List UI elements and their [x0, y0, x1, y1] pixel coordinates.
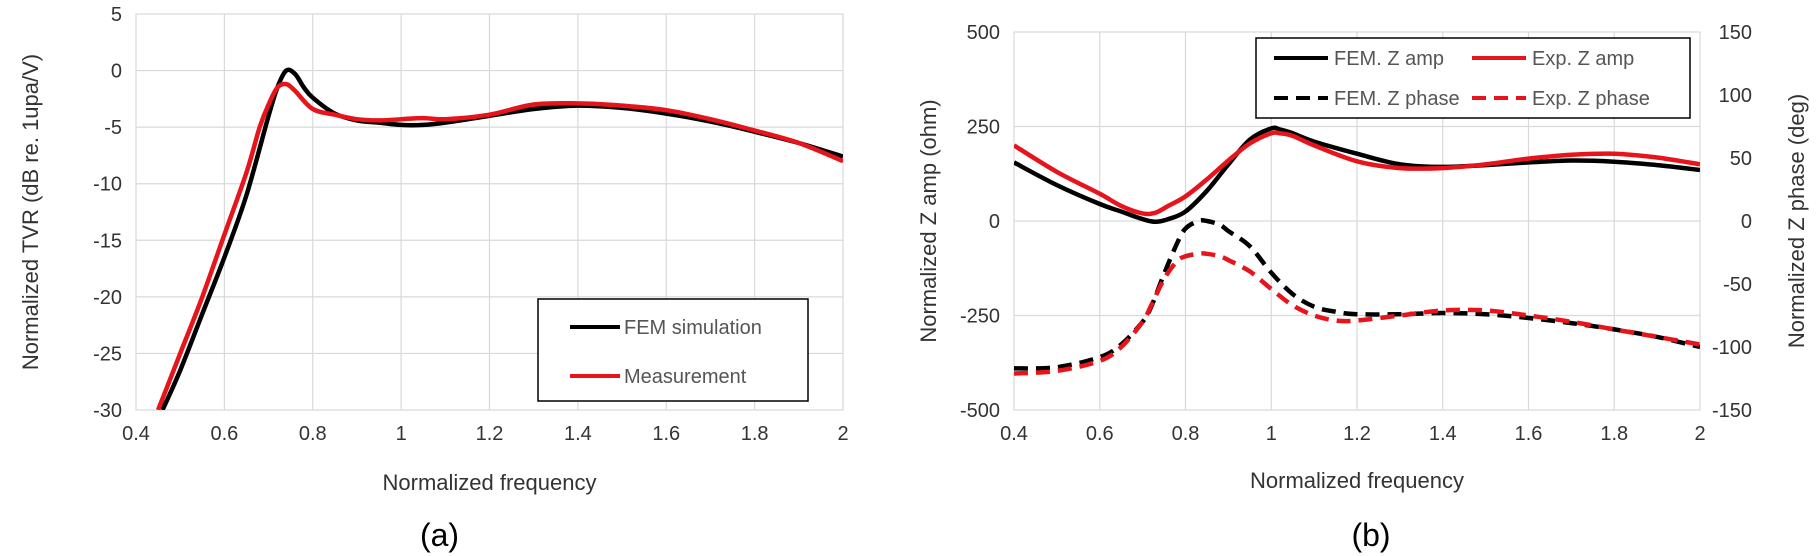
chart-b-y2-axis-label: Normalized Z phase (deg) — [1784, 94, 1809, 348]
a-x-tick-label: 1.2 — [476, 423, 504, 445]
b-y2-tick-label: 150 — [1719, 22, 1752, 44]
b-y-tick-label: 250 — [967, 117, 1000, 139]
a-y-tick-label: -15 — [93, 230, 122, 252]
chart-b-legend-label-fem-z-amp: FEM. Z amp — [1334, 48, 1444, 70]
a-series-line-measurement — [156, 81, 843, 410]
chart-a-legend: FEM simulation Measurement — [537, 298, 809, 402]
chart-b-y-axis-label: Normalized Z amp (ohm) — [916, 99, 941, 342]
b-series-line-exp-z-amp — [1014, 130, 1700, 217]
b-y2-tick-label: 100 — [1719, 85, 1752, 107]
a-x-tick-label: 1.6 — [652, 423, 680, 445]
chart-b-legend-box — [1255, 37, 1691, 119]
b-y2-tick-label: -100 — [1712, 337, 1752, 359]
chart-b-y-ticks: 500 250 0 -250 -500 — [960, 22, 1000, 422]
chart-a-panel-label: (a) — [420, 517, 459, 553]
b-x-tick-label: 0.8 — [1172, 423, 1200, 445]
a-x-tick-label: 1.8 — [741, 423, 769, 445]
a-x-tick-label: 1.4 — [564, 423, 592, 445]
a-y-tick-label: -10 — [93, 174, 122, 196]
b-y-tick-label: -250 — [960, 306, 1000, 328]
b-y-tick-label: 0 — [989, 211, 1000, 233]
a-y-tick-label: 5 — [111, 4, 122, 26]
chart-a-legend-label-measurement: Measurement — [624, 366, 747, 388]
chart-a-legend-box — [537, 298, 809, 402]
a-x-tick-label: 2 — [837, 423, 848, 445]
b-series-line-exp-z-phase — [1014, 251, 1700, 376]
a-x-tick-label: 0.4 — [122, 423, 150, 445]
chart-a-plot-frame — [135, 13, 844, 411]
b-x-tick-label: 0.6 — [1086, 423, 1114, 445]
chart-a-x-axis-label: Normalized frequency — [383, 470, 597, 495]
chart-b-plot-frame — [1013, 31, 1701, 411]
a-x-tick-label: 0.6 — [210, 423, 238, 445]
b-x-tick-label: 0.4 — [1000, 423, 1028, 445]
chart-a-x-ticks: 0.4 0.6 0.8 1 1.2 1.4 1.6 1.8 2 — [122, 423, 848, 445]
b-y2-tick-label: -50 — [1723, 274, 1752, 296]
chart-b-legend-label-fem-z-phase: FEM. Z phase — [1334, 88, 1460, 110]
b-series-line-fem-z-phase — [1014, 218, 1700, 371]
a-y-tick-label: -25 — [93, 343, 122, 365]
a-y-tick-label: -20 — [93, 287, 122, 309]
chart-b-y2-ticks: 150 100 50 0 -50 -100 -150 — [1712, 22, 1752, 422]
b-x-tick-label: 1.8 — [1600, 423, 1628, 445]
b-x-tick-label: 1 — [1266, 423, 1277, 445]
b-x-tick-label: 1.4 — [1429, 423, 1457, 445]
chart-a: 0.4 0.6 0.8 1 1.2 1.4 1.6 1.8 2 5 0 -5 -10 -15 -20 -25… — [18, 4, 849, 553]
chart-b-legend: FEM. Z amp Exp. Z amp FEM. Z phase Exp. … — [1255, 37, 1691, 119]
chart-b-series — [1014, 125, 1700, 376]
b-y2-tick-label: 0 — [1741, 211, 1752, 233]
chart-b-x-axis-label: Normalized frequency — [1250, 468, 1464, 493]
chart-a-y-ticks: 5 0 -5 -10 -15 -20 -25 -30 — [93, 4, 122, 422]
chart-b-panel-label: (b) — [1351, 517, 1390, 553]
chart-a-legend-label-fem: FEM simulation — [624, 317, 762, 339]
b-series-line-fem-z-amp — [1014, 125, 1700, 225]
a-y-tick-label: -5 — [104, 117, 122, 139]
a-y-tick-label: -30 — [93, 400, 122, 422]
chart-b: 0.4 0.6 0.8 1 1.2 1.4 1.6 1.8 2 5002500-250-500 … — [916, 22, 1809, 553]
chart-b-legend-label-exp-z-phase: Exp. Z phase — [1532, 88, 1650, 110]
chart-b-legend-label-exp-z-amp: Exp. Z amp — [1532, 48, 1634, 70]
b-y-tick-label: 500 — [967, 22, 1000, 44]
a-x-tick-label: 0.8 — [299, 423, 327, 445]
b-y2-tick-label: 50 — [1730, 148, 1752, 170]
b-y-tick-label: -500 — [960, 400, 1000, 422]
chart-b-x-ticks: 0.4 0.6 0.8 1 1.2 1.4 1.6 1.8 2 — [1000, 423, 1705, 445]
b-x-tick-label: 1.6 — [1515, 423, 1543, 445]
chart-a-series — [156, 67, 843, 410]
chart-a-y-axis-label: Normalized TVR (dB re. 1upa/V) — [18, 54, 43, 370]
a-y-tick-label: 0 — [111, 61, 122, 83]
b-y2-tick-label: -150 — [1712, 400, 1752, 422]
b-x-tick-label: 2 — [1694, 423, 1705, 445]
a-x-tick-label: 1 — [396, 423, 407, 445]
b-x-tick-label: 1.2 — [1343, 423, 1371, 445]
